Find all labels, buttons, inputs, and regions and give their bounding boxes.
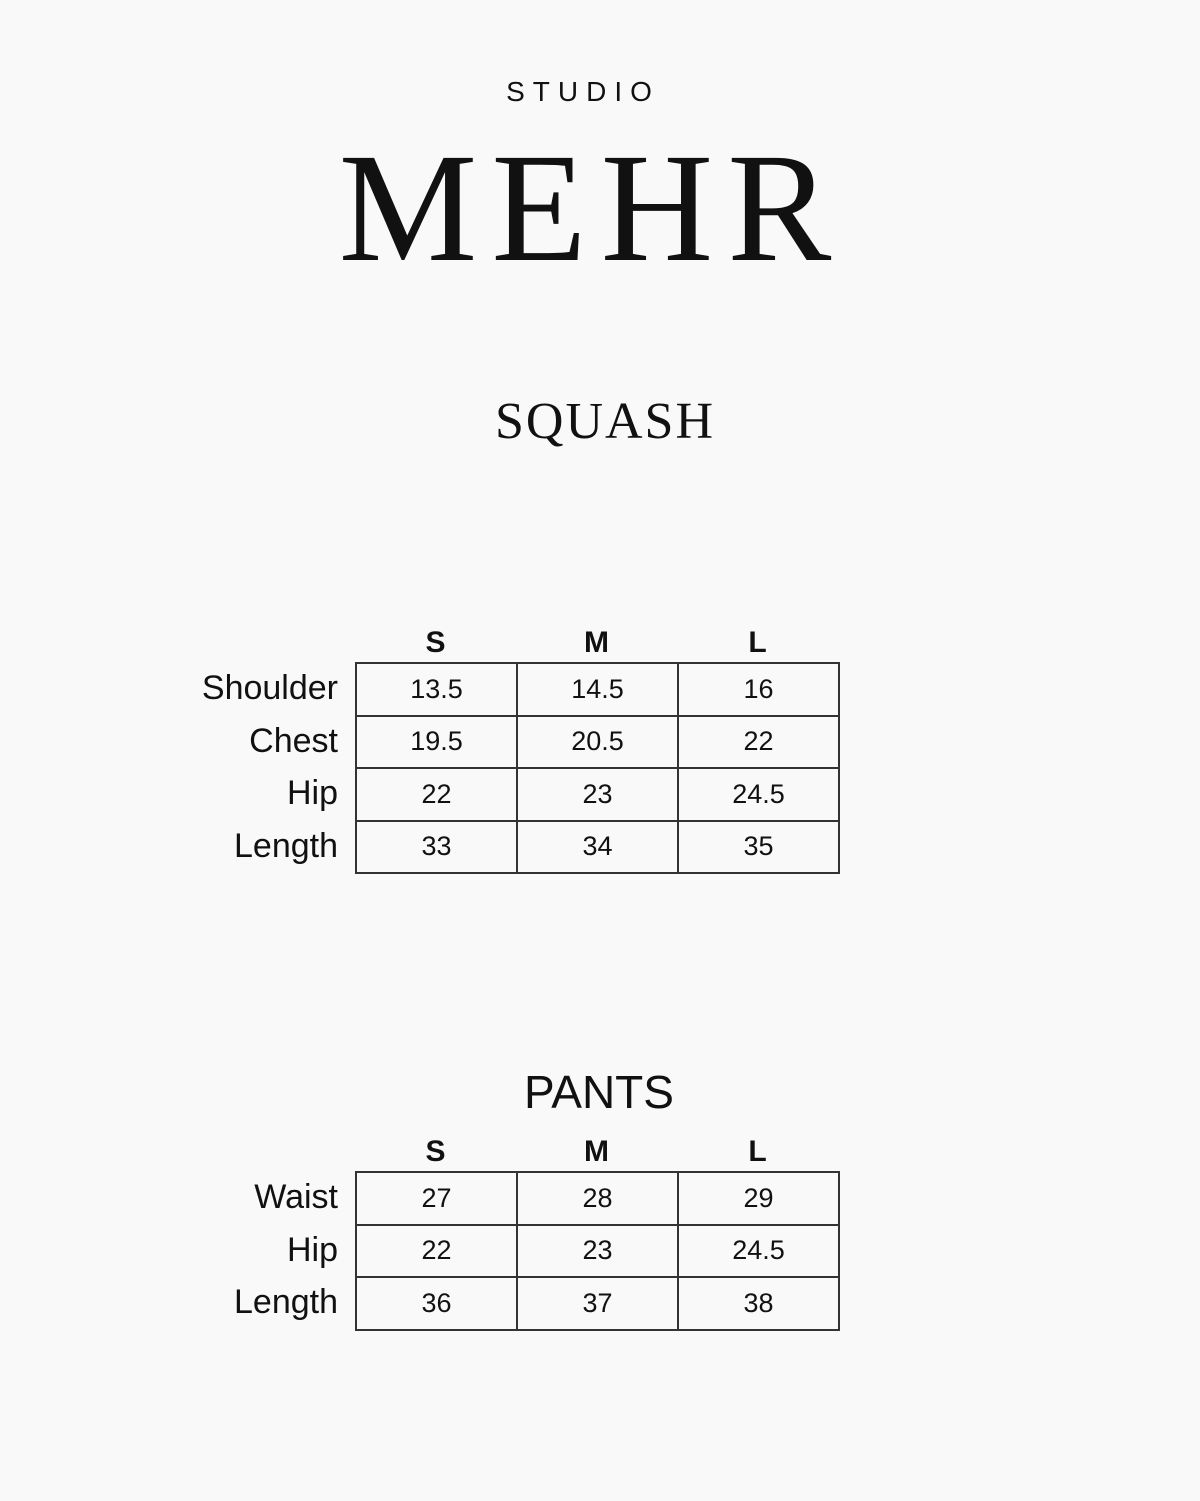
size-value: 37 bbox=[516, 1276, 679, 1331]
size-value: 16 bbox=[677, 662, 840, 717]
studio-label: STUDIO bbox=[506, 76, 660, 107]
measurement-label: Hip bbox=[286, 774, 338, 812]
measurement-label: Waist bbox=[254, 1178, 338, 1216]
size-value: 22 bbox=[355, 767, 518, 822]
size-value: 36 bbox=[355, 1276, 518, 1331]
size-header: L bbox=[748, 626, 767, 659]
size-header: M bbox=[584, 1135, 609, 1168]
size-value: 22 bbox=[355, 1223, 518, 1278]
size-value: 33 bbox=[355, 819, 518, 874]
size-value: 14.5 bbox=[516, 662, 679, 717]
size-value: 20.5 bbox=[516, 714, 679, 769]
size-header: M bbox=[584, 626, 609, 659]
size-value: 13.5 bbox=[355, 662, 518, 717]
size-value: 35 bbox=[677, 819, 840, 874]
size-value: 29 bbox=[677, 1171, 840, 1226]
size-value: 22 bbox=[677, 714, 840, 769]
size-value: 23 bbox=[516, 767, 679, 822]
measurement-label: Chest bbox=[249, 721, 338, 760]
table-title: PANTS bbox=[524, 1066, 674, 1118]
brand-logo: MEHR bbox=[338, 121, 846, 294]
measurement-label: Hip bbox=[286, 1230, 338, 1269]
size-header: L bbox=[748, 1135, 767, 1168]
size-value: 27 bbox=[355, 1171, 518, 1226]
size-value: 19.5 bbox=[355, 714, 518, 769]
size-value: 38 bbox=[677, 1276, 840, 1331]
size-header: S bbox=[425, 1135, 446, 1168]
size-value: 24.5 bbox=[677, 1223, 840, 1278]
measurement-label: Length bbox=[234, 826, 338, 865]
size-value: 28 bbox=[516, 1171, 679, 1226]
size-value: 24.5 bbox=[677, 767, 840, 822]
size-header: S bbox=[425, 626, 446, 659]
product-title: SQUASH bbox=[494, 393, 716, 450]
measurement-label: Shoulder bbox=[201, 669, 338, 707]
measurement-label: Length bbox=[234, 1283, 338, 1321]
size-value: 23 bbox=[516, 1223, 679, 1278]
size-value: 34 bbox=[516, 819, 679, 874]
